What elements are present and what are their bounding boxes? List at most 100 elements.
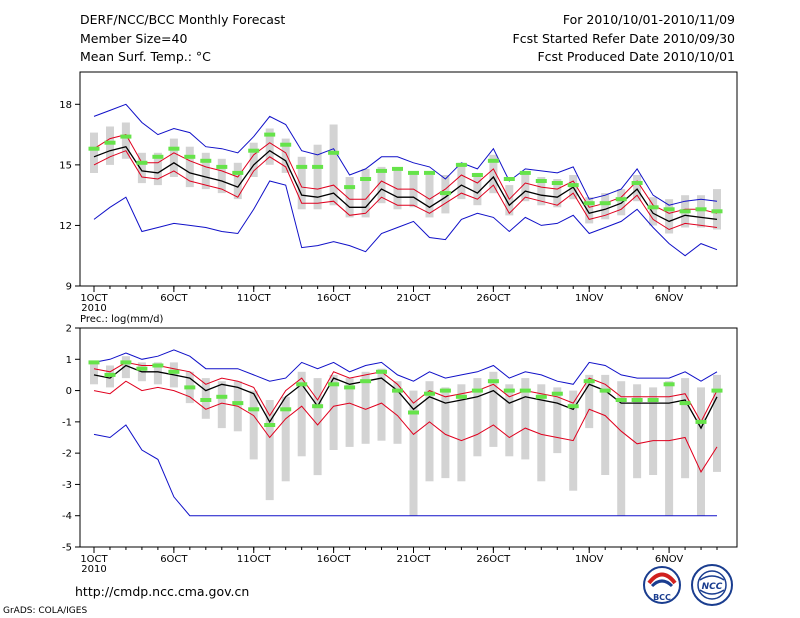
chart-1-spread-bar-21 [409,390,418,516]
ncc-logo-text: NCC [702,582,723,592]
chart-0-spread-bar-39 [697,195,705,228]
chart-1-observed-marker-5 [152,363,164,368]
chart-1-observed-marker-27 [503,388,515,393]
chart-1-ytick-label-0: 0 [66,386,72,397]
chart-1-spread-bar-35 [633,384,642,479]
chart-0-spread-bar-27 [505,185,514,216]
chart-1-xtick-label-1oct: 1OCT [80,554,108,565]
chart-1-spread-bar-24 [457,384,466,482]
chart-1-observed-marker-3 [120,360,132,365]
chart-1-spread-bar-11 [249,390,258,460]
chart-1-spread-bar-37 [665,381,674,516]
chart-1-spread-bar-34 [617,381,626,516]
chart-0-observed-marker-7 [184,154,196,159]
chart-0-observed-marker-36 [647,205,659,210]
chart-0-xtick-label-1nov: 1NOV [575,293,604,304]
chart-1-observed-marker-15 [312,404,324,409]
chart-0-spread-bar-1 [90,132,98,173]
chart-1-spread-bar-26 [489,371,498,447]
chart-1-ytick-label-1: 1 [66,355,72,366]
chart-0-observed-marker-20 [392,166,403,171]
chart-0-observed-marker-19 [376,168,387,173]
chart-1-observed-marker-26 [487,379,499,384]
chart-0-observed-marker-9 [216,164,228,169]
chart-1-observed-marker-17 [344,385,356,390]
chart-0-spread-bar-8 [201,152,210,190]
chart-1-xtick-label-1nov: 1NOV [575,554,604,565]
chart-0-observed-marker-3 [120,134,132,139]
chart-0-ensemble-max-line [93,103,718,206]
chart-1-ytick-label--4: -4 [62,511,72,522]
chart-1-spread-bar-27 [505,384,514,457]
chart-0-observed-marker-28 [519,170,531,175]
chart-1-ensemble-max-line [93,349,718,385]
chart-1-spread-bar-12 [265,400,274,501]
ncc-logo: NCC [691,564,733,606]
chart-1-ytick-label--5: -5 [62,543,72,554]
chart-0-spread-bar-9 [217,158,226,194]
grads-credit: GrADS: COLA/IGES [3,606,87,616]
chart-0-spread-bar-21 [409,172,418,208]
chart-1-spread-bar-30 [553,387,562,454]
chart-0-spread-bar-26 [489,154,498,194]
chart-0-spread-bar-10 [233,162,242,200]
chart-1-observed-marker-32 [583,379,595,384]
chart-0-observed-marker-34 [615,197,627,202]
chart-1-observed-marker-21 [408,410,419,415]
chart-0-observed-marker-37 [663,207,675,212]
chart-1-observed-marker-1 [88,360,100,365]
chart-1-observed-marker-31 [567,404,579,409]
chart-0-spread-bar-5 [153,152,162,186]
chart-0-spread-bar-30 [553,179,562,208]
chart-0-spread-bar-19 [377,166,386,204]
chart-1-observed-marker-7 [184,385,196,390]
chart-0-observed-marker-24 [455,162,467,167]
chart-1-observed-marker-14 [296,382,308,387]
chart-0-xtick-label-1oct: 1OCT [80,293,108,304]
chart-0-observed-marker-16 [328,150,340,155]
chart-1-spread-bar-16 [329,374,338,450]
chart-1-observed-marker-28 [519,388,531,393]
chart-1-observed-marker-30 [551,391,563,396]
chart-0-spread-bar-13 [281,138,290,173]
source-url[interactable]: http://cmdp.ncc.cma.gov.cn [75,584,249,599]
chart-0-spread-bar-34 [617,189,626,216]
chart-1-ytick-label--1: -1 [62,417,72,428]
chart-1-observed-marker-36 [647,398,659,402]
chart-0-observed-marker-25 [471,173,483,177]
chart-0-spread-bar-25 [473,172,482,206]
member-size: Member Size=40 [80,31,187,46]
chart-0-observed-marker-21 [408,170,419,175]
chart-0-observed-marker-40 [711,209,723,214]
chart-0-spread-bar-29 [537,177,546,206]
chart-1-spread-bar-15 [313,378,322,476]
chart-0-observed-marker-8 [200,158,212,163]
bcc-logo: BCC [643,566,681,604]
chart-0-xtick-label-26oct: 26OCT [477,293,512,304]
forecast-started-date: Fcst Started Refer Date 2010/09/30 [513,31,736,46]
chart-0-observed-marker-33 [599,201,611,206]
chart-0-observed-marker-5 [152,154,164,159]
chart-1-spread-bar-5 [153,362,162,385]
chart-1-xtick-label-6nov: 6NOV [655,554,684,565]
chart-1-observed-marker-9 [216,394,228,399]
chart-1-observed-marker-8 [200,398,212,402]
chart-0-spread-bar-3 [121,122,130,159]
precip-panel-title: Prec.: log(mm/d) [80,314,163,325]
chart-1-spread-bar-29 [537,384,546,482]
chart-0-spread-bar-4 [137,152,146,184]
chart-0-spread-bar-28 [521,172,530,202]
chart-1-spread-bar-13 [281,396,290,482]
chart-1-observed-marker-34 [615,398,627,402]
chart-1-spread-bar-39 [697,387,705,516]
chart-1-spread-bar-3 [121,356,130,379]
chart-0-spread-bar-22 [425,175,434,218]
chart-1-observed-marker-18 [360,379,372,384]
chart-0-observed-marker-15 [312,164,324,169]
bcc-logo-text: BCC [653,593,671,602]
chart-1-spread-bar-22 [425,381,434,482]
chart-0-ensemble-mean-line [93,145,718,223]
chart-1-spread-bar-9 [217,381,226,429]
